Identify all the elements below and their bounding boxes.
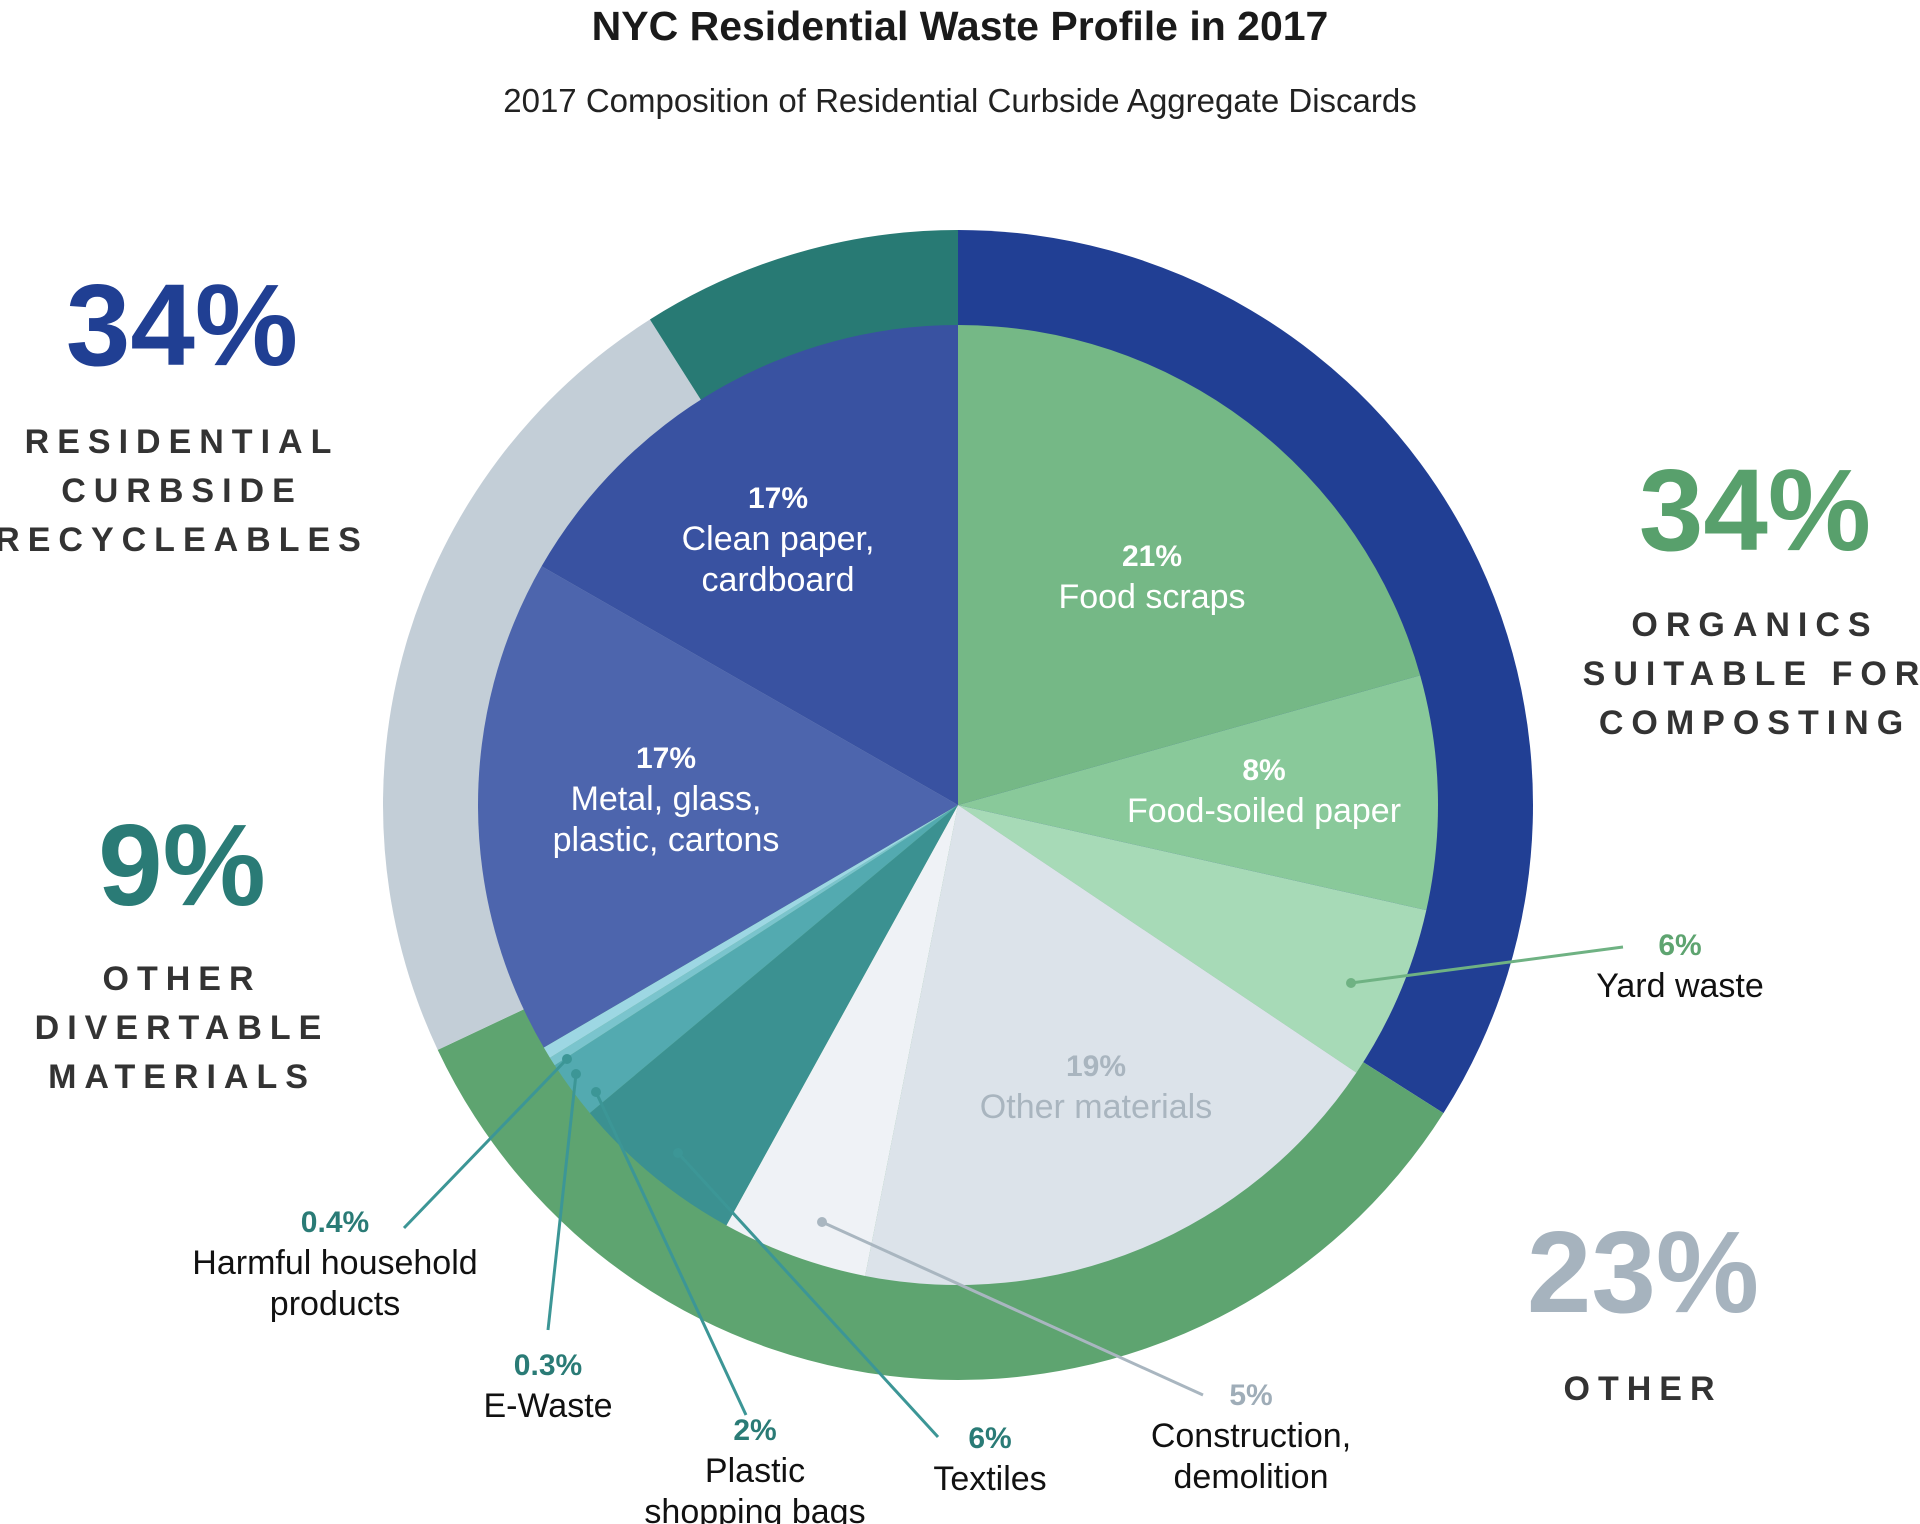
group-residential-curbside-recycleables: 34% RESIDENTIAL CURBSIDE RECYCLEABLES — [0, 260, 369, 559]
callout-textiles-leader — [676, 1151, 940, 1439]
callout-textiles-label-percent: 6% — [968, 1422, 1011, 1455]
callout-yard-waste-label-name: Yard waste — [1596, 967, 1764, 1005]
callout-e-waste-label-percent: 0.3% — [514, 1349, 582, 1382]
label-other-materials-name: Other materials — [980, 1088, 1212, 1126]
group-residential-curbside-recycleables-name: CURBSIDE — [61, 472, 303, 510]
label-clean-paper-cardboard-name: cardboard — [701, 561, 854, 599]
callout-plastic-shopping-bags-label-percent: 2% — [733, 1414, 776, 1447]
group-other: 23% OTHER — [1527, 1207, 1759, 1408]
group-organics-suitable-for-composting-name: SUITABLE FOR — [1583, 655, 1920, 693]
label-other-materials-percent: 19% — [1066, 1050, 1126, 1083]
callout-e-waste-leader — [546, 1073, 578, 1331]
group-other-divertable-materials-name: DIVERTABLE — [35, 1009, 330, 1047]
group-organics-suitable-for-composting-value: 34% — [1639, 445, 1871, 575]
slice-food-soiled-paper — [958, 675, 1438, 911]
slice-food-scraps — [958, 325, 1421, 805]
slice-textiles — [589, 805, 958, 1226]
group-other-divertable-materials: 9% OTHER DIVERTABLE MATERIALS — [35, 800, 330, 1096]
label-food-scraps-percent: 21% — [1122, 540, 1182, 573]
group-other-divertable-materials-name: OTHER — [103, 960, 262, 998]
slice-other-materials — [865, 805, 1357, 1286]
label-metal-glass-plastic-cartons-name: Metal, glass, — [571, 780, 762, 818]
group-labels: 34% RESIDENTIAL CURBSIDE RECYCLEABLES 34% ORG… — [0, 260, 1920, 1408]
callout-construction-demolition-label-name: Construction, — [1151, 1417, 1351, 1455]
group-other-divertable-materials-name: MATERIALS — [48, 1058, 316, 1096]
callout-e-waste-dot — [571, 1069, 581, 1079]
callout-harmful-household-products-label-percent: 0.4% — [301, 1206, 369, 1239]
group-organics-suitable-for-composting-name: ORGANICS — [1631, 606, 1878, 644]
slice-construction-demolition — [726, 805, 958, 1276]
callout-plastic-shopping-bags-label-name: shopping bags — [644, 1493, 865, 1524]
callout-yard-waste-label: 6% Yard waste — [1596, 929, 1764, 1005]
slice-plastic-shopping-bags — [554, 805, 958, 1113]
callout-harmful-household-products-label-name: Harmful household — [192, 1244, 477, 1282]
callout-construction-demolition-label: 5% Construction,demolition — [1151, 1379, 1351, 1496]
label-metal-glass-plastic-cartons-name: plastic, cartons — [553, 821, 780, 859]
callout-construction-demolition-label-percent: 5% — [1229, 1379, 1272, 1412]
label-clean-paper-cardboard-name: Clean paper, — [682, 520, 875, 558]
label-metal-glass-plastic-cartons-percent: 17% — [636, 742, 696, 775]
callout-textiles-dot — [673, 1148, 683, 1158]
callout-yard-waste-label-percent: 6% — [1658, 929, 1701, 962]
inner-slices — [478, 325, 1438, 1286]
group-residential-curbside-recycleables-name: RECYCLEABLES — [0, 521, 369, 559]
label-other-materials: 19% Other materials — [980, 1050, 1212, 1126]
label-food-soiled-paper-name: Food-soiled paper — [1127, 792, 1401, 830]
callout-plastic-shopping-bags-leader — [594, 1091, 748, 1416]
label-clean-paper-cardboard: 17% Clean paper,cardboard — [682, 482, 875, 599]
group-other-value: 23% — [1527, 1207, 1759, 1337]
callout-construction-demolition: 5% Construction,demolition — [817, 1217, 1351, 1496]
group-organics-suitable-for-composting: 34% ORGANICS SUITABLE FOR COMPOSTING — [1583, 445, 1920, 742]
callout-construction-demolition-dot — [817, 1217, 827, 1227]
slice-metal-glass-plastic-cartons — [478, 566, 958, 1048]
slice-labels: 21% Food scraps 8% Food-soiled paper 19% Othe… — [553, 482, 1401, 1126]
callout-harmful-household-products-dot — [562, 1054, 572, 1064]
group-residential-curbside-recycleables-value: 34% — [66, 260, 298, 390]
callout-yard-waste-dot — [1346, 978, 1356, 988]
slice-yard-waste — [958, 805, 1427, 1073]
callout-e-waste: 0.3% E-Waste — [483, 1069, 613, 1425]
callouts: 6% Yard waste 5% Construction,demolition 6% T… — [192, 929, 1763, 1524]
callout-harmful-household-products-label-name: products — [270, 1285, 400, 1323]
callout-plastic-shopping-bags-dot — [591, 1087, 601, 1097]
label-food-scraps: 21% Food scraps — [1058, 540, 1245, 616]
callout-e-waste-label: 0.3% E-Waste — [483, 1349, 612, 1425]
chart-title: NYC Residential Waste Profile in 2017 — [592, 3, 1329, 49]
callout-plastic-shopping-bags-label-name: Plastic — [705, 1452, 805, 1490]
callout-textiles-label: 6% Textiles — [933, 1422, 1046, 1498]
label-food-scraps-name: Food scraps — [1058, 578, 1245, 616]
label-metal-glass-plastic-cartons: 17% Metal, glass,plastic, cartons — [553, 742, 780, 859]
slice-e-waste — [549, 805, 958, 1066]
group-other-divertable-materials-value: 9% — [98, 800, 266, 930]
callout-yard-waste-leader — [1350, 945, 1624, 985]
slice-clean-paper-cardboard — [541, 325, 958, 805]
callout-textiles: 6% Textiles — [673, 1148, 1047, 1498]
callout-yard-waste: 6% Yard waste — [1346, 929, 1764, 1005]
slice-harmful-household-products — [543, 805, 958, 1058]
callout-textiles-label-name: Textiles — [933, 1460, 1046, 1498]
group-organics-suitable-for-composting-name: COMPOSTING — [1599, 704, 1911, 742]
label-food-soiled-paper: 8% Food-soiled paper — [1127, 754, 1401, 830]
label-food-soiled-paper-percent: 8% — [1242, 754, 1285, 787]
callout-e-waste-label-name: E-Waste — [483, 1387, 612, 1425]
group-residential-curbside-recycleables-name: RESIDENTIAL — [25, 423, 340, 461]
chart-subtitle: 2017 Composition of Residential Curbside… — [503, 82, 1417, 119]
label-clean-paper-cardboard-percent: 17% — [748, 482, 808, 515]
callout-construction-demolition-leader — [821, 1220, 1204, 1397]
group-other-name: OTHER — [1564, 1370, 1723, 1408]
callout-construction-demolition-label-name: demolition — [1174, 1458, 1329, 1496]
callout-harmful-household-products-leader — [402, 1057, 569, 1230]
